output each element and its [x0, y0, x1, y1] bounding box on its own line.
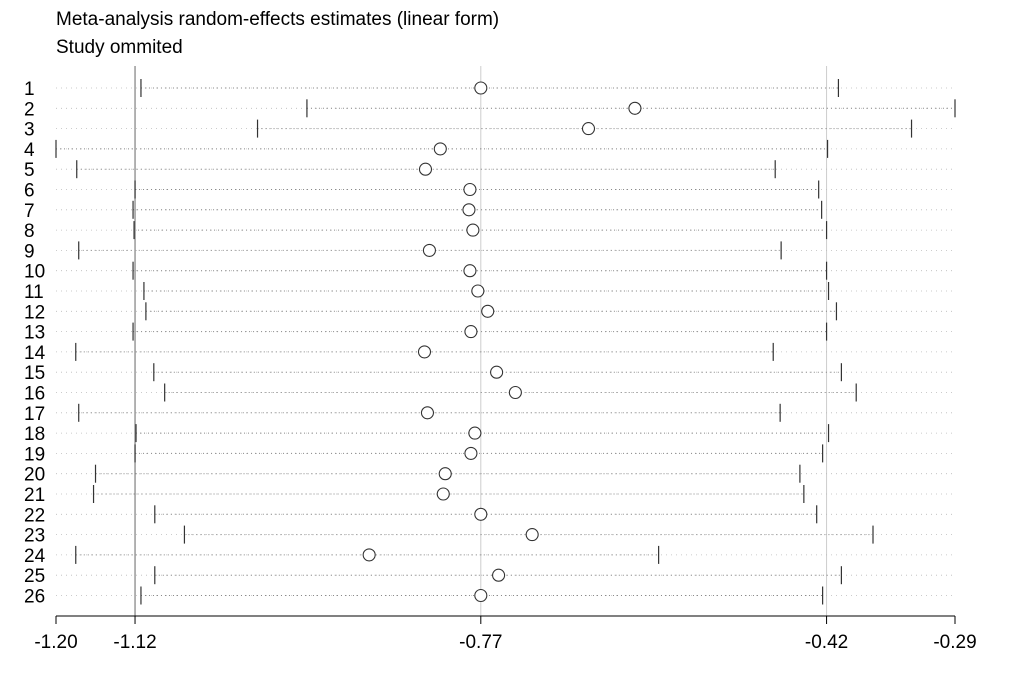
study-row: 21 [24, 485, 955, 506]
study-row: 25 [24, 566, 955, 587]
study-row: 13 [24, 322, 955, 344]
estimate-point [474, 81, 488, 95]
study-row: 23 [24, 525, 955, 547]
estimate-point [508, 385, 522, 400]
x-tick-label: -1.20 [34, 632, 77, 653]
study-label: 18 [24, 424, 45, 445]
x-tick-label: -0.29 [933, 632, 976, 653]
study-row: 17 [24, 403, 955, 425]
study-label: 23 [24, 526, 45, 547]
estimate-point [628, 101, 642, 115]
study-label: 5 [24, 160, 35, 181]
study-label: 7 [24, 201, 35, 222]
estimate-point [471, 284, 485, 298]
study-row: 22 [24, 505, 955, 526]
estimate-point [438, 467, 452, 481]
study-row: 16 [24, 383, 955, 405]
estimate-point [474, 507, 488, 521]
study-label: 22 [24, 505, 45, 526]
estimate-point [464, 325, 478, 339]
study-label: 8 [24, 221, 35, 242]
estimate-point [462, 203, 476, 217]
study-row: 19 [24, 444, 955, 465]
estimate-point [466, 223, 480, 237]
study-row: 2 [24, 99, 956, 120]
study-label: 9 [24, 241, 35, 262]
estimate-point [481, 304, 495, 318]
study-label: 14 [24, 343, 46, 364]
study-row: 4 [24, 139, 955, 161]
study-label: 20 [24, 465, 45, 486]
study-label: 3 [24, 120, 35, 141]
study-row: 9 [24, 241, 955, 262]
study-label: 4 [24, 140, 35, 161]
study-label: 21 [24, 485, 45, 506]
study-row: 3 [24, 119, 955, 141]
x-tick-label: -1.12 [113, 632, 156, 653]
study-row: 14 [24, 342, 955, 364]
study-label: 13 [24, 323, 45, 344]
study-row: 8 [24, 221, 955, 242]
study-row: 1 [24, 79, 955, 100]
study-label: 2 [24, 99, 35, 120]
estimate-point [474, 588, 488, 603]
estimate-point [420, 406, 435, 420]
study-row: 15 [24, 363, 955, 384]
estimate-point [468, 426, 482, 440]
chart-title-block: Meta-analysis random-effects estimates (… [56, 6, 499, 62]
study-row: 11 [24, 282, 955, 303]
estimate-point [422, 243, 436, 257]
study-label: 6 [24, 181, 35, 202]
estimate-point [464, 446, 478, 460]
estimate-point [463, 182, 477, 197]
study-label: 24 [24, 546, 46, 567]
study-row: 20 [24, 464, 955, 486]
estimate-point [492, 568, 506, 582]
estimate-point [433, 142, 447, 156]
study-row: 26 [24, 586, 955, 608]
chart-title: Meta-analysis random-effects estimates (… [56, 9, 500, 30]
x-tick-label: -0.77 [459, 632, 502, 653]
reference-lines [134, 66, 828, 616]
x-tick-label: -0.42 [805, 632, 848, 653]
study-label: 25 [24, 566, 45, 587]
estimate-point [525, 528, 539, 542]
study-row: 10 [24, 261, 955, 283]
study-label: 12 [24, 302, 45, 323]
estimate-point [463, 264, 477, 278]
study-row: 6 [24, 180, 955, 202]
study-label: 26 [24, 587, 45, 608]
estimate-point [362, 548, 376, 562]
x-axis: -1.20 -1.12 -0.77 -0.42 -0.29 [34, 615, 977, 653]
study-row: 18 [24, 424, 955, 445]
study-label: 15 [24, 363, 45, 384]
estimate-point [436, 487, 450, 501]
estimate-point [490, 365, 504, 379]
study-label: 10 [24, 262, 45, 283]
study-label: 16 [24, 384, 45, 405]
study-label: 1 [24, 79, 35, 100]
chart-subtitle: Study ommited [56, 37, 183, 58]
study-rows: 1234567891011121314151617181920212223242… [24, 79, 956, 608]
study-label: 11 [24, 282, 44, 303]
study-row: 12 [24, 302, 955, 323]
estimate-point [581, 122, 596, 136]
study-row: 24 [24, 545, 955, 567]
study-label: 19 [24, 444, 45, 465]
study-row: 7 [24, 200, 955, 222]
study-label: 17 [24, 404, 45, 425]
study-row: 5 [24, 160, 955, 181]
estimate-point [417, 345, 432, 359]
estimate-point [418, 162, 433, 176]
